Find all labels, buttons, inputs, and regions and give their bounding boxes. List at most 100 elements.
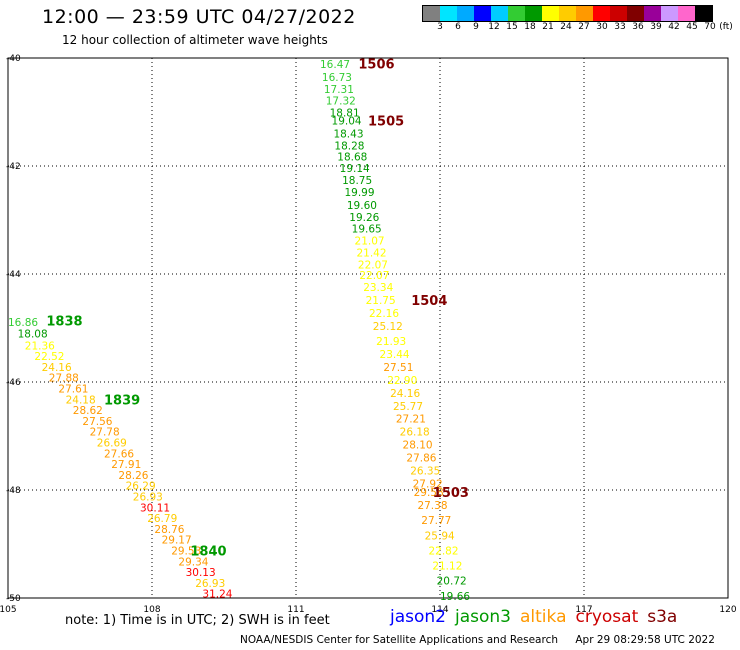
color-scale-label: 21 bbox=[542, 22, 554, 32]
wave-height-label: 19.60 bbox=[347, 200, 377, 212]
wave-height-label: 22.16 bbox=[369, 308, 399, 320]
color-scale-swatch bbox=[610, 6, 627, 21]
color-scale-label: 24 bbox=[560, 22, 572, 32]
wave-height-label: 26.69 bbox=[97, 437, 127, 449]
color-scale-swatch bbox=[695, 6, 712, 21]
wave-height-label: 26.18 bbox=[400, 427, 430, 439]
wave-height-label: 18.43 bbox=[333, 129, 363, 141]
wave-height-label: 31.24 bbox=[202, 589, 232, 601]
wave-height-label: 21.75 bbox=[366, 295, 396, 307]
wave-height-label: 29.34 bbox=[178, 556, 208, 568]
wave-height-label: 19.66 bbox=[440, 591, 470, 603]
wave-height-label: 24.16 bbox=[390, 388, 420, 400]
color-scale-swatch bbox=[542, 6, 559, 21]
credit-line: NOAA/NESDIS Center for Satellite Applica… bbox=[240, 634, 715, 646]
wave-height-label: 27.56 bbox=[82, 416, 112, 428]
wave-height-label: 30.11 bbox=[140, 502, 170, 514]
wave-height-label: 18.68 bbox=[337, 151, 367, 163]
wave-height-label: 23.44 bbox=[380, 349, 410, 361]
color-scale-swatch bbox=[440, 6, 457, 21]
latitude-tick-label: -40 bbox=[6, 54, 21, 64]
map-grid bbox=[7, 57, 729, 599]
satellite-tracks: 16.4716.7317.3117.3218.8119.0418.4318.28… bbox=[8, 57, 470, 602]
color-scale-swatch bbox=[627, 6, 644, 21]
color-scale-label: 12 bbox=[488, 22, 500, 32]
wave-height-label: 25.77 bbox=[393, 401, 423, 413]
longitude-tick-label: 111 bbox=[287, 605, 304, 615]
wave-height-label: 30.13 bbox=[186, 567, 216, 579]
longitude-tick-label: 108 bbox=[143, 605, 160, 615]
wave-height-label: 27.38 bbox=[417, 500, 447, 512]
map-subtitle: 12 hour collection of altimeter wave hei… bbox=[62, 33, 328, 47]
wave-height-label: 26.35 bbox=[410, 466, 440, 478]
color-scale-swatch bbox=[576, 6, 593, 21]
wave-height-label: 16.86 bbox=[8, 317, 38, 329]
wave-height-label: 27.66 bbox=[104, 448, 134, 460]
color-scale-bar bbox=[422, 5, 713, 22]
map-axis-ticks: 105 108 111 114 117 120 -40 -42 -44 -46 -48 -50 bbox=[0, 54, 737, 615]
wave-height-label: 22.82 bbox=[428, 545, 458, 557]
satellite-legend-jason2: jason2 bbox=[390, 607, 446, 627]
latitude-tick-label: -48 bbox=[6, 486, 21, 496]
satellite-legend-s3a: s3a bbox=[647, 607, 678, 627]
latitude-tick-label: -44 bbox=[6, 270, 21, 280]
wave-height-label: 26.79 bbox=[147, 513, 177, 525]
footer-note: note: 1) Time is in UTC; 2) SWH is in fe… bbox=[65, 613, 330, 628]
wave-height-label: 21.36 bbox=[25, 340, 55, 352]
color-scale-label: 45 bbox=[686, 22, 698, 32]
wave-height-label: 25.94 bbox=[425, 530, 455, 542]
wave-height-label: 18.81 bbox=[330, 108, 360, 120]
color-scale-swatch bbox=[525, 6, 542, 21]
wave-height-label: 27.91 bbox=[111, 459, 141, 471]
color-scale-label: 36 bbox=[632, 22, 644, 32]
color-scale-swatch bbox=[644, 6, 661, 21]
color-scale-swatch bbox=[661, 6, 678, 21]
wave-height-label: 16.47 bbox=[320, 59, 350, 71]
color-scale-swatch bbox=[474, 6, 491, 21]
wave-height-label: 25.12 bbox=[373, 321, 403, 333]
wave-height-label: 21.42 bbox=[356, 247, 386, 259]
color-scale-label: 39 bbox=[650, 22, 662, 32]
color-scale-label: 30 bbox=[596, 22, 608, 32]
latitude-tick-label: -50 bbox=[6, 594, 21, 604]
color-scale-label: 18 bbox=[524, 22, 536, 32]
generated-timestamp: Apr 29 08:29:58 UTC 2022 bbox=[575, 634, 715, 646]
wave-height-label: 29.53 bbox=[171, 545, 201, 557]
longitude-tick-label: 117 bbox=[575, 605, 592, 615]
wave-height-label: 20.72 bbox=[437, 576, 467, 588]
latitude-tick-label: -46 bbox=[6, 378, 21, 388]
color-scale-swatch bbox=[423, 6, 440, 21]
wave-height-label: 22.07 bbox=[359, 270, 389, 282]
wave-height-label: 27.86 bbox=[406, 453, 436, 465]
wave-height-label: 27.61 bbox=[58, 383, 88, 395]
credit-text: NOAA/NESDIS Center for Satellite Applica… bbox=[240, 634, 558, 646]
wave-height-label: 26.93 bbox=[133, 491, 163, 503]
map-frame bbox=[7, 57, 729, 599]
track-s3a: 16.4716.7317.3117.3218.8119.0418.4318.28… bbox=[320, 57, 470, 602]
wave-height-label: 23.34 bbox=[363, 282, 393, 294]
wave-height-label: 16.73 bbox=[322, 72, 352, 84]
wave-height-label: 27.88 bbox=[49, 373, 79, 385]
pass-time-label: 1504 bbox=[411, 294, 447, 309]
wave-height-label: 29.58 bbox=[414, 487, 444, 499]
color-scale-swatch bbox=[559, 6, 576, 21]
wave-height-label: 18.75 bbox=[342, 175, 372, 187]
wave-height-label: 26.29 bbox=[126, 481, 156, 493]
wave-height-label: 27.51 bbox=[383, 362, 413, 374]
track-jason3: 16.8618.0821.3622.5224.1627.8827.6124.18… bbox=[8, 314, 233, 600]
pass-time-label: 1838 bbox=[46, 314, 82, 329]
latitude-tick-label: -42 bbox=[6, 162, 21, 172]
wave-height-label: 24.16 bbox=[42, 362, 72, 374]
longitude-tick-label: 105 bbox=[0, 605, 17, 615]
color-scale-label: 70 bbox=[704, 22, 716, 32]
color-scale-label: 42 bbox=[668, 22, 680, 32]
color-scale-label: 9 bbox=[473, 22, 479, 32]
satellite-legend-cryosat: cryosat bbox=[575, 607, 639, 627]
wave-height-label: 21.12 bbox=[432, 561, 462, 573]
color-scale-swatch bbox=[491, 6, 508, 21]
color-scale-swatch bbox=[457, 6, 474, 21]
color-scale-swatch bbox=[678, 6, 695, 21]
wave-height-label: 19.65 bbox=[352, 224, 382, 236]
wave-height-label: 18.28 bbox=[334, 140, 364, 152]
